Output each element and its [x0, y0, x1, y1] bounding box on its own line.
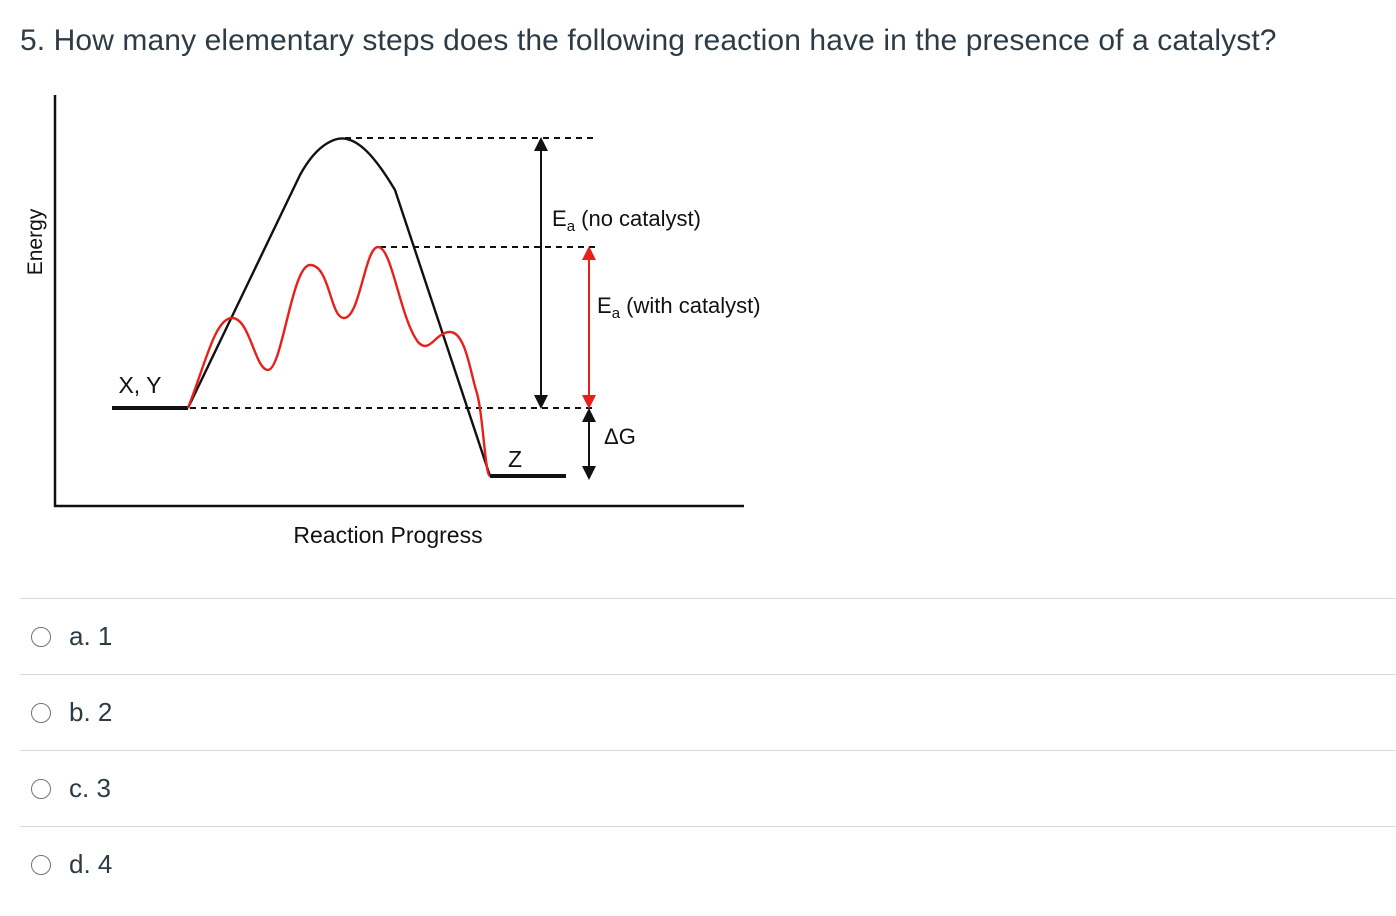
answer-option-d[interactable]: d. 4 [20, 826, 1396, 902]
answer-list: a. 1 b. 2 c. 3 d. 4 [20, 598, 1396, 902]
answer-label-a: a. 1 [69, 621, 113, 651]
radio-button-d[interactable] [31, 854, 51, 875]
radio-button-b[interactable] [31, 702, 51, 723]
answer-option-a[interactable]: a. 1 [20, 598, 1396, 674]
catalyzed-curve [186, 245, 492, 478]
ea-with-catalyst-label: Ea (with catalyst) [597, 293, 761, 322]
ea-no-catalyst-label: Ea (no catalyst) [552, 206, 701, 235]
answer-option-b[interactable]: b. 2 [20, 674, 1396, 750]
question-title: 5. How many elementary steps does the fo… [20, 24, 1277, 57]
answer-label-d: d. 4 [69, 849, 113, 879]
radio-button-a[interactable] [31, 626, 51, 647]
reactants-label: X, Y [118, 372, 161, 398]
answer-label-b: b. 2 [69, 697, 113, 727]
answer-label-c: c. 3 [69, 773, 111, 803]
energy-diagram: Energy Reaction Progress X, Y Z Ea (no c… [24, 95, 761, 548]
y-axis-label: Energy [24, 208, 47, 275]
product-label: Z [508, 446, 522, 472]
answer-option-c[interactable]: c. 3 [20, 750, 1396, 826]
x-axis-label: Reaction Progress [293, 522, 482, 548]
delta-g-label: ΔG [604, 424, 636, 449]
uncatalyzed-curve [186, 137, 492, 477]
radio-button-c[interactable] [31, 778, 51, 799]
